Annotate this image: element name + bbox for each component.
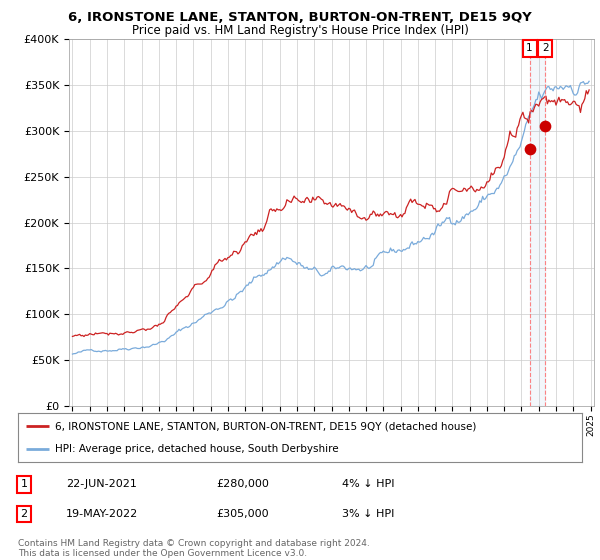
Text: HPI: Average price, detached house, South Derbyshire: HPI: Average price, detached house, Sout… [55,444,338,454]
Text: 1: 1 [526,43,533,53]
Text: 2: 2 [542,43,548,53]
Text: £305,000: £305,000 [216,509,269,519]
Point [525,144,535,153]
Text: 2: 2 [20,509,28,519]
Text: Contains HM Land Registry data © Crown copyright and database right 2024.
This d: Contains HM Land Registry data © Crown c… [18,539,370,558]
Text: 22-JUN-2021: 22-JUN-2021 [66,479,137,489]
Text: 19-MAY-2022: 19-MAY-2022 [66,509,138,519]
Bar [530,39,545,406]
Text: 3% ↓ HPI: 3% ↓ HPI [342,509,394,519]
Text: £280,000: £280,000 [216,479,269,489]
Text: 6, IRONSTONE LANE, STANTON, BURTON-ON-TRENT, DE15 9QY: 6, IRONSTONE LANE, STANTON, BURTON-ON-TR… [68,11,532,24]
Text: 4% ↓ HPI: 4% ↓ HPI [342,479,395,489]
Text: 6, IRONSTONE LANE, STANTON, BURTON-ON-TRENT, DE15 9QY (detached house): 6, IRONSTONE LANE, STANTON, BURTON-ON-TR… [55,421,476,431]
Text: 1: 1 [20,479,28,489]
Point [541,122,550,131]
Text: Price paid vs. HM Land Registry's House Price Index (HPI): Price paid vs. HM Land Registry's House … [131,24,469,36]
